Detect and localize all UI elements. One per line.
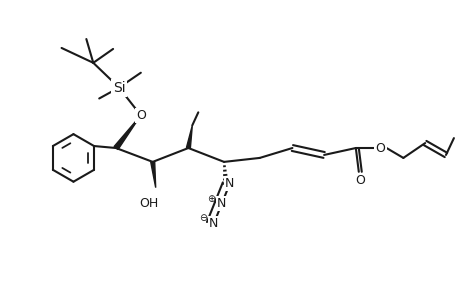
Text: O: O bbox=[375, 142, 385, 154]
Polygon shape bbox=[186, 125, 192, 148]
Text: Si: Si bbox=[112, 81, 125, 94]
Text: N: N bbox=[208, 217, 218, 230]
Text: ⊕: ⊕ bbox=[207, 194, 215, 203]
Text: N: N bbox=[216, 197, 225, 210]
Text: O: O bbox=[354, 174, 364, 187]
Text: N: N bbox=[224, 177, 233, 190]
Polygon shape bbox=[151, 162, 155, 188]
Text: O: O bbox=[135, 109, 146, 122]
Text: ⊖: ⊖ bbox=[199, 213, 207, 224]
Polygon shape bbox=[114, 115, 140, 149]
Text: OH: OH bbox=[139, 196, 158, 210]
